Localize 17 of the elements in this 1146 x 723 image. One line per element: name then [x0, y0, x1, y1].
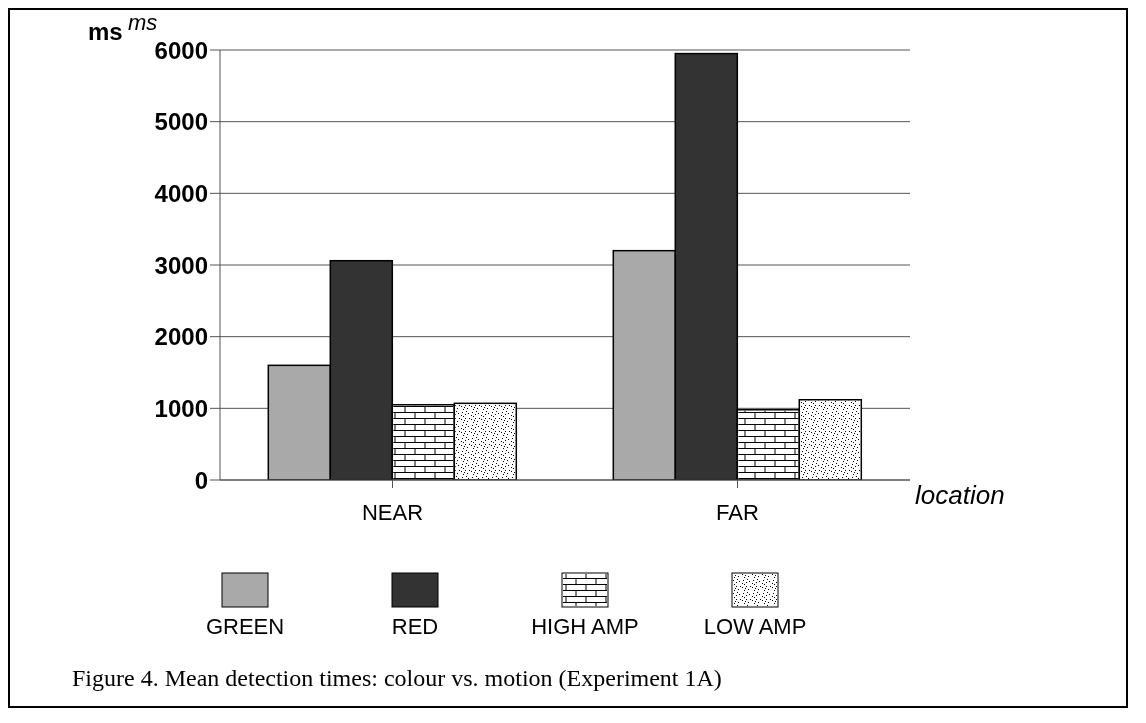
legend-label: GREEN	[205, 614, 285, 640]
y-axis-title: ms	[88, 18, 123, 46]
x-tick-label: FAR	[716, 499, 759, 525]
y-tick-label: 1000	[154, 394, 208, 422]
y-tick-label: 6000	[154, 36, 208, 64]
y-tick-label: 3000	[154, 251, 208, 279]
x-axis-title: location	[915, 480, 1005, 511]
x-tick-label: NEAR	[361, 499, 424, 525]
text: ms	[128, 10, 158, 36]
legend-label: LOW AMP	[703, 614, 807, 640]
legend-label: HIGH AMP	[531, 614, 639, 640]
y-tick-label: 5000	[154, 108, 208, 136]
y-tick-label: 4000	[154, 179, 208, 207]
y-tick-label: 2000	[154, 323, 208, 351]
text: Figure 4. Mean detection times: colour vs. motion (Experiment 1A)	[72, 665, 722, 692]
y-tick-label: 0	[194, 466, 208, 494]
legend-label: RED	[391, 614, 439, 640]
